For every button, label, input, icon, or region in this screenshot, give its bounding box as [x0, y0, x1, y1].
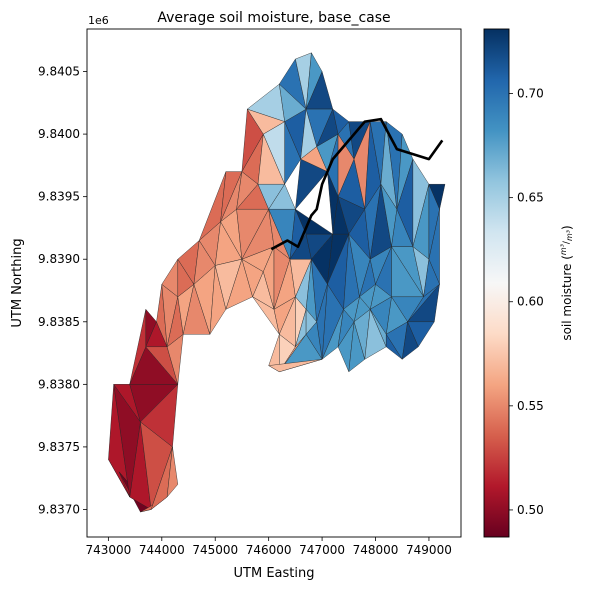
colorbar-tick-label: 0.70: [517, 87, 544, 101]
y-tick-label: 9.8405: [38, 65, 80, 79]
colorbar-gradient: [484, 29, 509, 537]
y-axis: 9.8370 9.8375 9.8380 9.8385 9.8390 9.8395 9.84…: [38, 65, 87, 517]
colorbar-tick-label: 0.65: [517, 191, 544, 205]
y-tick-label: 9.8400: [38, 127, 80, 141]
x-tick-label: 745000: [192, 543, 238, 557]
y-tick-label: 9.8385: [38, 315, 80, 329]
colorbar-unit-close: ): [560, 225, 574, 230]
colorbar-unit-num: m³: [559, 244, 568, 255]
y-offset-text: 1e6: [88, 14, 109, 27]
y-tick-label: 9.8380: [38, 377, 80, 391]
x-axis: 743000 744000 745000 746000 747000 748000 7490…: [85, 537, 451, 557]
svg-text:soil moisture (m³/m³): soil moisture (m³/m³): [559, 225, 574, 340]
y-tick-label: 9.8375: [38, 440, 80, 454]
colorbar-tick-label: 0.50: [517, 503, 544, 517]
y-tick-label: 9.8390: [38, 252, 80, 266]
chart-title: Average soil moisture, base_case: [157, 10, 390, 26]
colorbar: 0.50 0.55 0.60 0.65 0.70 soil moisture (m³/m…: [484, 29, 574, 537]
colorbar-unit-den: m³: [565, 230, 574, 241]
colorbar-label-group: soil moisture (m³/m³): [559, 225, 574, 340]
plot-area: [87, 29, 461, 537]
y-tick-label: 9.8370: [38, 502, 80, 516]
x-tick-label: 746000: [246, 543, 292, 557]
x-tick-label: 749000: [406, 543, 452, 557]
x-tick-label: 748000: [353, 543, 399, 557]
y-axis-label: UTM Northing: [10, 238, 25, 327]
x-tick-label: 743000: [85, 543, 131, 557]
colorbar-tick-label: 0.55: [517, 399, 544, 413]
x-tick-label: 747000: [299, 543, 345, 557]
x-axis-label: UTM Easting: [234, 566, 315, 581]
y-tick-label: 9.8395: [38, 190, 80, 204]
x-tick-label: 744000: [139, 543, 185, 557]
colorbar-label: soil moisture: [560, 264, 574, 341]
colorbar-ticks: 0.50 0.55 0.60 0.65 0.70: [509, 87, 544, 517]
colorbar-tick-label: 0.60: [517, 295, 544, 309]
